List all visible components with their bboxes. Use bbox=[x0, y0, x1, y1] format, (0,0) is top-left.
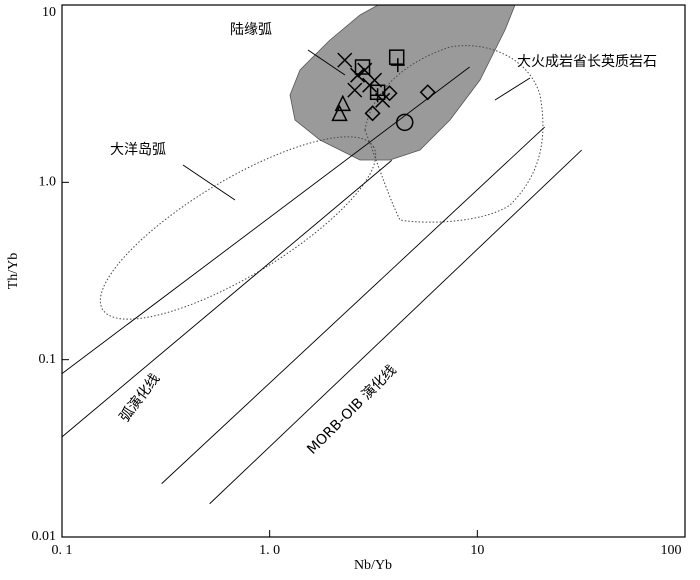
point-triangle bbox=[334, 94, 352, 112]
point-cross bbox=[337, 52, 353, 68]
y-tick-label: 0.1 bbox=[39, 352, 57, 367]
annotation: 弧演化线 bbox=[117, 371, 163, 425]
point-cross bbox=[350, 67, 366, 83]
x-tick-label: 100 bbox=[661, 543, 682, 558]
point-cross bbox=[347, 82, 363, 98]
point-diamond bbox=[419, 84, 436, 101]
pointer-line bbox=[307, 49, 346, 76]
y-tick-label: 0.01 bbox=[32, 529, 57, 544]
point-circle bbox=[395, 113, 414, 132]
pointer-line bbox=[494, 77, 531, 101]
x-tick-label: 1. 0 bbox=[259, 543, 280, 558]
annotation: 大洋岛弧 bbox=[110, 142, 166, 158]
point-diamond bbox=[381, 85, 398, 102]
point-square bbox=[369, 84, 386, 101]
continental-arc-field bbox=[289, 4, 516, 161]
evolution-line bbox=[161, 126, 545, 484]
x-tick-label: 10 bbox=[470, 543, 484, 558]
point-square bbox=[354, 59, 371, 75]
annotation: MORB-OIB 演化线 bbox=[304, 362, 400, 458]
point-triangle bbox=[331, 104, 348, 122]
plot-frame bbox=[61, 4, 686, 538]
pointer-lines bbox=[182, 49, 531, 201]
x-tick-label: 0. 1 bbox=[52, 543, 73, 558]
oceanic-arc-field bbox=[99, 136, 377, 320]
y-tick-label: 1.0 bbox=[39, 175, 57, 190]
x-axis-label: Nb/Yb bbox=[354, 558, 392, 573]
evolution-line bbox=[61, 160, 393, 438]
annotation: 陆缘弧 bbox=[230, 22, 272, 38]
evolution-line bbox=[209, 149, 582, 505]
point-square bbox=[388, 49, 405, 65]
y-axis-label: Th/Yb bbox=[6, 253, 21, 290]
annotation: 大火成岩省长英质岩石 bbox=[517, 53, 657, 70]
point-plus bbox=[390, 58, 405, 73]
y-tick-label: 10 bbox=[42, 5, 56, 20]
pointer-line bbox=[182, 164, 236, 201]
evolution-line bbox=[61, 66, 470, 375]
point-diamond bbox=[364, 105, 381, 122]
